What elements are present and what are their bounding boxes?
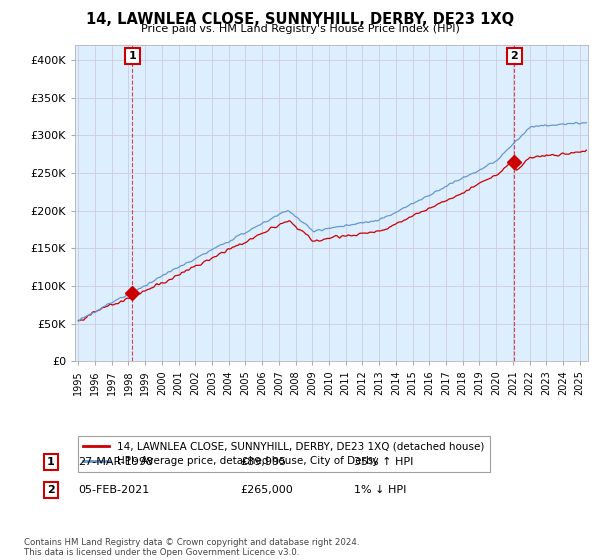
Text: £265,000: £265,000 bbox=[240, 485, 293, 495]
Text: Price paid vs. HM Land Registry's House Price Index (HPI): Price paid vs. HM Land Registry's House … bbox=[140, 24, 460, 34]
Text: 2: 2 bbox=[47, 485, 55, 495]
Legend: 14, LAWNLEA CLOSE, SUNNYHILL, DERBY, DE23 1XQ (detached house), HPI: Average pri: 14, LAWNLEA CLOSE, SUNNYHILL, DERBY, DE2… bbox=[77, 436, 490, 472]
Text: 14, LAWNLEA CLOSE, SUNNYHILL, DERBY, DE23 1XQ: 14, LAWNLEA CLOSE, SUNNYHILL, DERBY, DE2… bbox=[86, 12, 514, 27]
Text: Contains HM Land Registry data © Crown copyright and database right 2024.
This d: Contains HM Land Registry data © Crown c… bbox=[24, 538, 359, 557]
Text: £89,995: £89,995 bbox=[240, 457, 286, 467]
Text: 35% ↑ HPI: 35% ↑ HPI bbox=[354, 457, 413, 467]
Text: 1% ↓ HPI: 1% ↓ HPI bbox=[354, 485, 406, 495]
Text: 1: 1 bbox=[128, 51, 136, 61]
Text: 05-FEB-2021: 05-FEB-2021 bbox=[78, 485, 149, 495]
Text: 1: 1 bbox=[47, 457, 55, 467]
Text: 27-MAR-1998: 27-MAR-1998 bbox=[78, 457, 153, 467]
Text: 2: 2 bbox=[511, 51, 518, 61]
